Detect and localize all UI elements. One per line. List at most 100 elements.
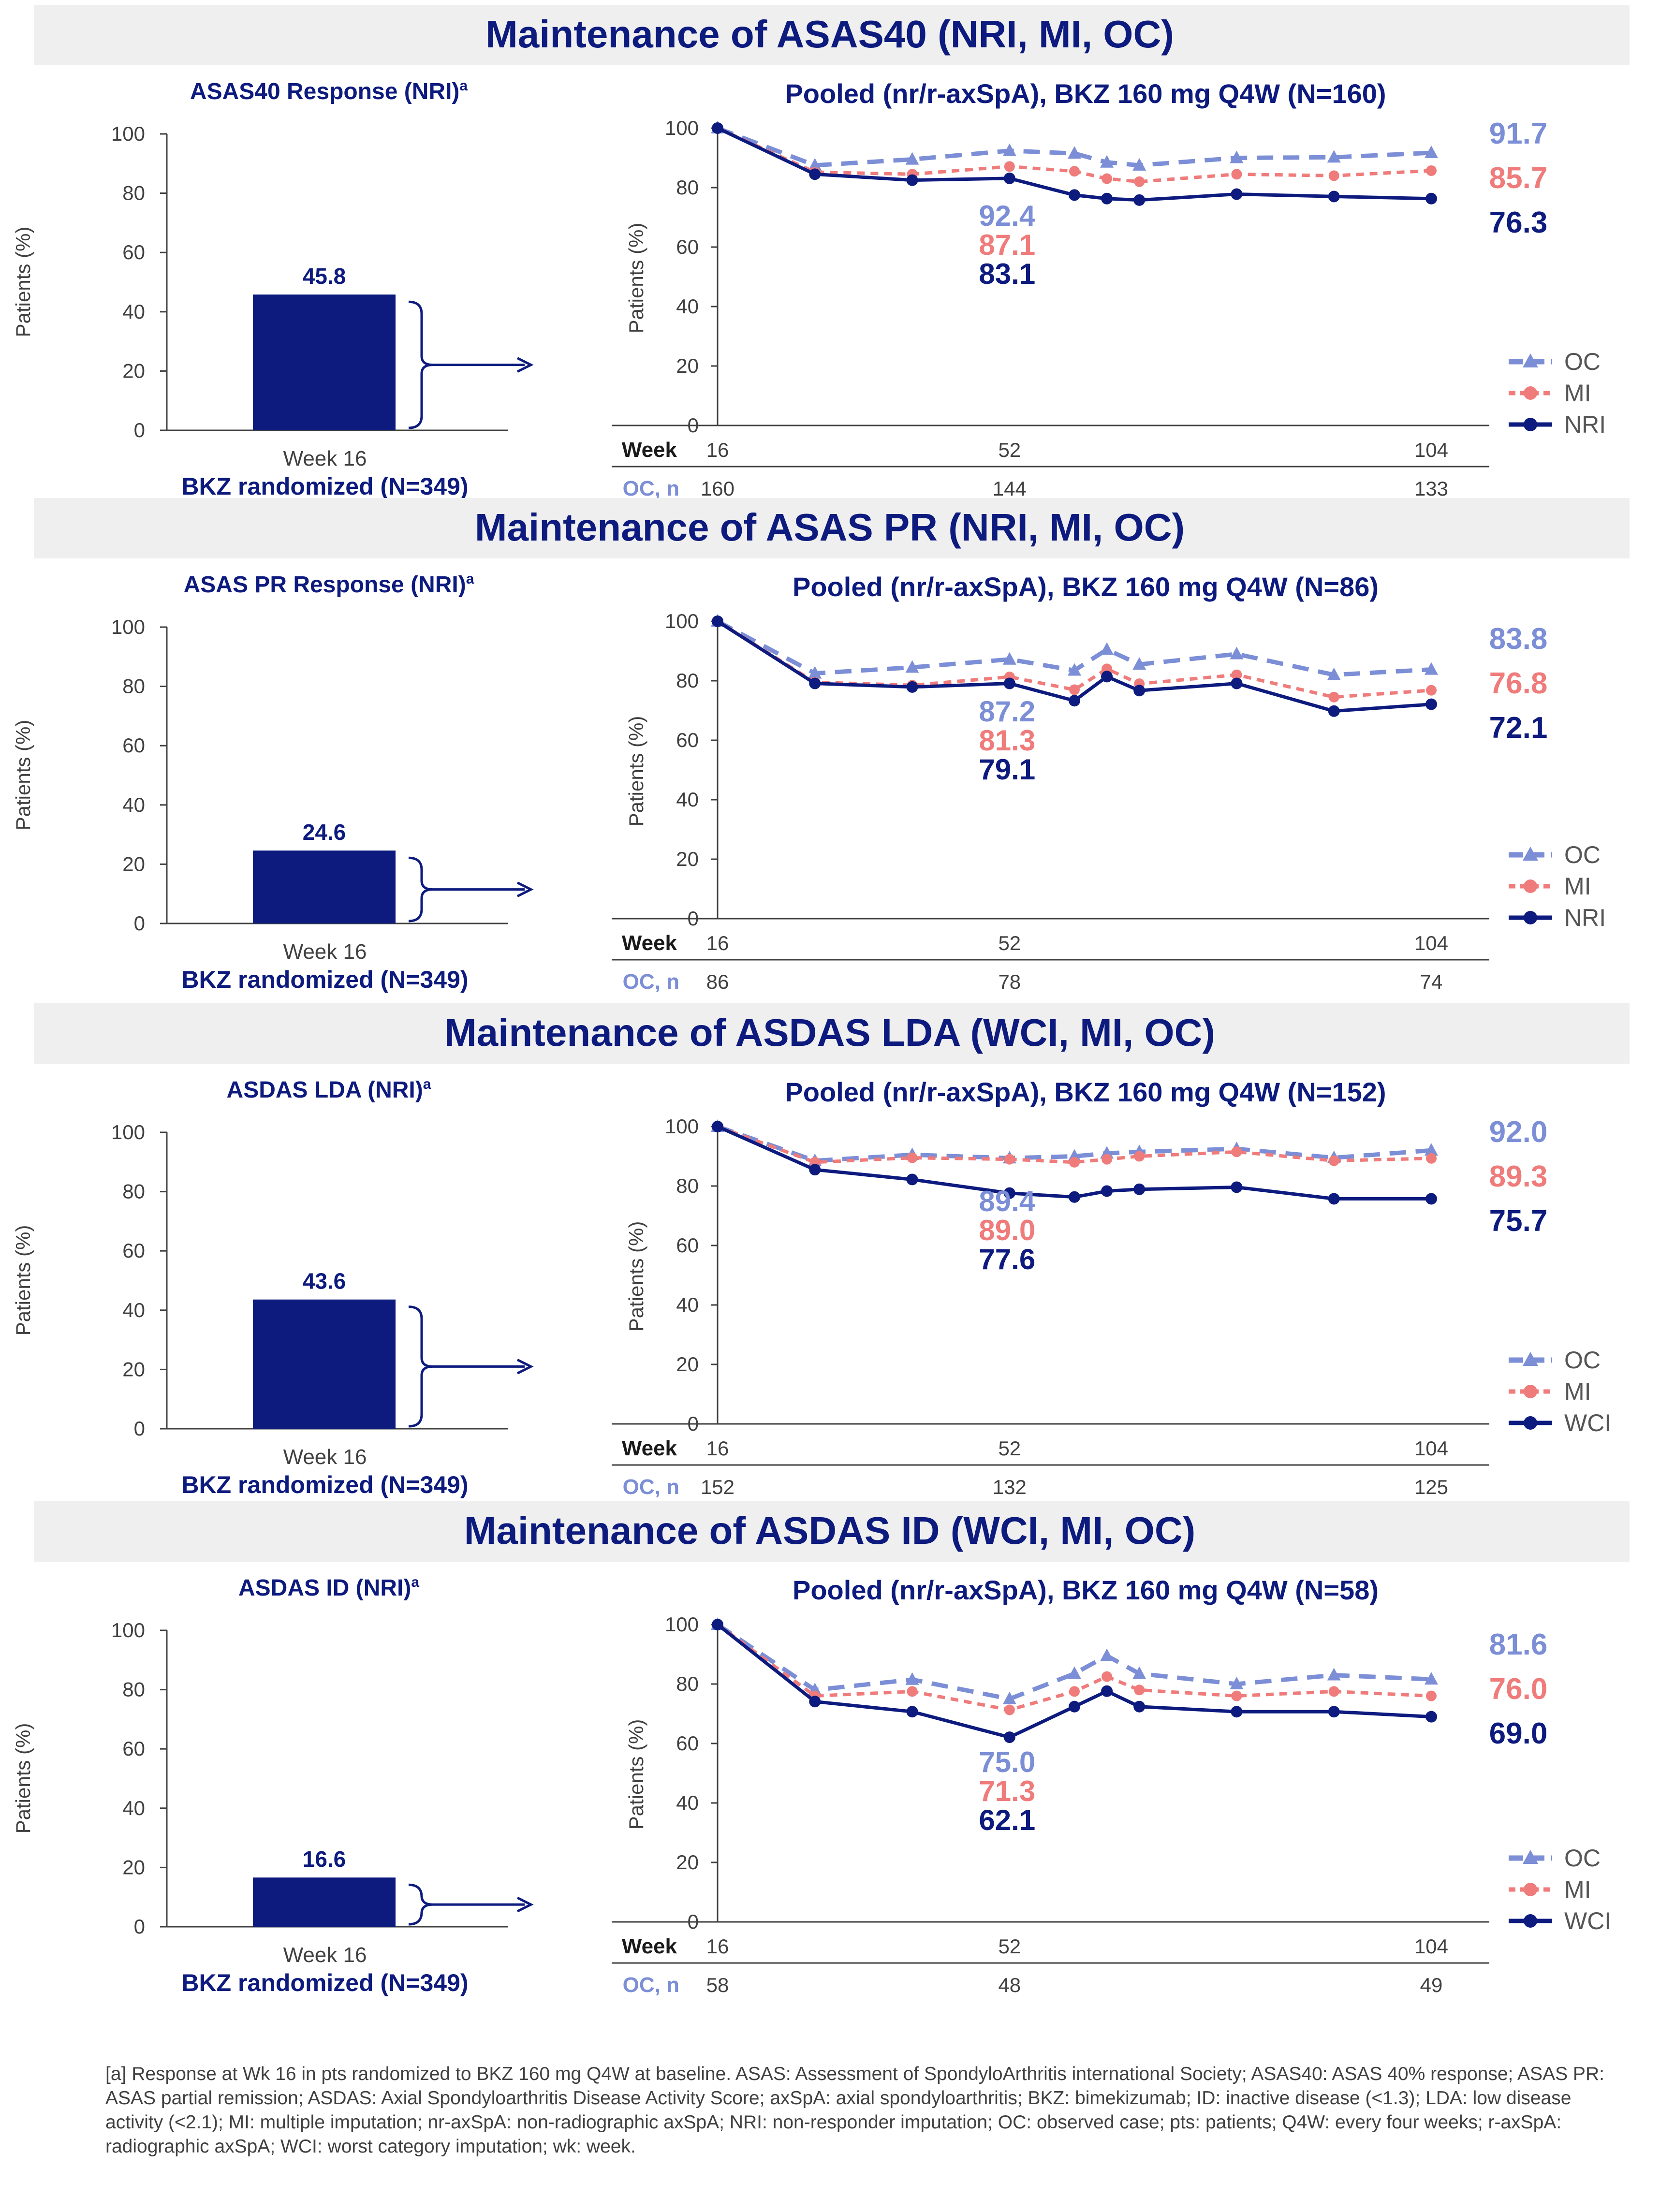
panel-2: Maintenance of ASAS PR (NRI, MI, OC)ASAS…: [12, 498, 1630, 994]
legend-label-mi: MI: [1564, 873, 1591, 900]
bar-x-tick-label: Week 16: [283, 447, 367, 470]
bar-chart-title-text: ASAS PR Response (NRI): [184, 572, 466, 598]
oc-row-label: OC, n: [623, 477, 679, 500]
week52-label-nri: 79.1: [979, 753, 1035, 786]
bar-y-tick-label: 100: [111, 122, 145, 145]
point-oc: [1002, 143, 1016, 156]
point-mi: [1004, 1704, 1015, 1715]
point-oc: [1100, 642, 1114, 655]
week-row-label: Week: [622, 931, 677, 955]
point-nri: [1003, 677, 1015, 689]
week-row-label: Week: [622, 1934, 677, 1958]
bar-y-tick-label: 60: [122, 1239, 145, 1262]
legend-marker-oc: [1523, 1352, 1538, 1366]
line-y-axis-label: Patients (%): [625, 716, 647, 827]
bar-y-tick-label: 60: [122, 241, 145, 264]
oc-n-label: 160: [701, 477, 735, 500]
bar-y-tick-label: 0: [134, 419, 145, 441]
week52-label-oc: 89.4: [979, 1185, 1035, 1217]
line-y-tick-label: 100: [665, 1613, 699, 1636]
x-tick-label: 52: [998, 439, 1021, 461]
point-oc: [905, 660, 919, 673]
point-oc: [1132, 657, 1146, 670]
legend-label-nri: NRI: [1564, 411, 1606, 438]
bar-chart-title: ASDAS ID (NRI)a: [238, 1574, 419, 1601]
line-y-axis-label: Patients (%): [625, 1719, 647, 1830]
panel-header-band: [34, 1003, 1630, 1064]
point-mi: [1069, 684, 1080, 695]
line-y-tick-label: 60: [676, 235, 699, 258]
point-nri: [1328, 1193, 1340, 1205]
point-nri: [1069, 695, 1080, 707]
footnote: [a] Response at Wk 16 in pts randomized …: [105, 2064, 1604, 2157]
week52-label-oc: 92.4: [979, 200, 1035, 232]
bar-chart-title: ASAS40 Response (NRI)a: [190, 78, 468, 104]
point-nri: [1231, 677, 1243, 689]
point-mi: [1069, 166, 1080, 177]
bar: [253, 294, 396, 430]
point-nri: [1101, 192, 1113, 205]
point-nri: [1069, 1191, 1080, 1203]
point-nri: [712, 615, 723, 627]
oc-n-label: 144: [993, 477, 1027, 500]
point-nri: [1101, 1185, 1113, 1197]
point-oc: [1068, 663, 1081, 676]
bar-chart-title-sup: a: [411, 1574, 419, 1590]
line-y-tick-label: 20: [676, 848, 699, 870]
line-chart-title: Pooled (nr/r-axSpA), BKZ 160 mg Q4W (N=8…: [793, 571, 1379, 602]
bar-y-tick-label: 80: [122, 675, 145, 698]
point-mi: [1426, 1690, 1437, 1701]
point-oc: [1068, 1666, 1081, 1679]
bar-value-label: 24.6: [303, 820, 346, 845]
point-nri: [1425, 698, 1437, 710]
bar-y-tick-label: 80: [122, 182, 145, 205]
bar-footer: BKZ randomized (N=349): [181, 1969, 468, 1996]
point-nri: [1069, 1700, 1080, 1713]
legend-marker-nri: [1524, 1416, 1537, 1430]
arrow-head: [516, 357, 534, 373]
bar-x-tick-label: Week 16: [283, 1943, 367, 1967]
oc-n-label: 132: [993, 1476, 1027, 1498]
week52-label-mi: 87.1: [979, 229, 1035, 261]
point-nri: [906, 1173, 918, 1186]
legend-marker-oc: [1523, 847, 1538, 861]
oc-n-label: 86: [706, 970, 729, 993]
point-oc: [1230, 1677, 1244, 1689]
point-mi: [1102, 1671, 1113, 1682]
point-nri: [1133, 194, 1146, 206]
point-nri: [1069, 189, 1080, 201]
week-row-label: Week: [622, 438, 677, 462]
bar-footer: BKZ randomized (N=349): [181, 1471, 468, 1498]
line-y-tick-label: 60: [676, 1234, 699, 1257]
line-y-tick-label: 80: [676, 669, 699, 692]
oc-n-label: 133: [1414, 477, 1448, 500]
bar-y-axis-label: Patients (%): [12, 720, 34, 831]
point-mi: [1004, 161, 1015, 172]
panel-header-band: [34, 498, 1630, 558]
bar-value-label: 45.8: [303, 264, 346, 289]
line-y-tick-label: 40: [676, 295, 699, 318]
series-line-oc: [716, 619, 1432, 677]
line-y-tick-label: 80: [676, 1672, 699, 1695]
bar-y-tick-label: 80: [122, 1180, 145, 1203]
point-mi: [1426, 1153, 1437, 1164]
series-line-oc: [717, 126, 1432, 168]
point-oc: [1327, 150, 1341, 163]
point-mi: [1069, 1157, 1080, 1168]
bar-y-tick-label: 100: [111, 1619, 145, 1641]
legend-label-mi: MI: [1564, 380, 1591, 407]
line-chart-title: Pooled (nr/r-axSpA), BKZ 160 mg Q4W (N=1…: [785, 1077, 1386, 1107]
week104-label-oc: 92.0: [1489, 1115, 1548, 1149]
line-y-tick-label: 20: [676, 1353, 699, 1376]
bracket: [408, 1883, 433, 1926]
line-y-tick-label: 40: [676, 788, 699, 811]
line-y-tick-label: 60: [676, 1732, 699, 1755]
bar-footer: BKZ randomized (N=349): [181, 966, 468, 993]
bar-y-tick-label: 40: [122, 1299, 145, 1321]
week104-label-mi: 76.8: [1489, 667, 1548, 700]
bracket: [408, 300, 433, 429]
bar-y-tick-label: 60: [122, 1737, 145, 1760]
bar-y-tick-label: 0: [134, 1417, 145, 1440]
point-oc: [1327, 1668, 1341, 1681]
week104-label-nri: 76.3: [1489, 206, 1548, 239]
